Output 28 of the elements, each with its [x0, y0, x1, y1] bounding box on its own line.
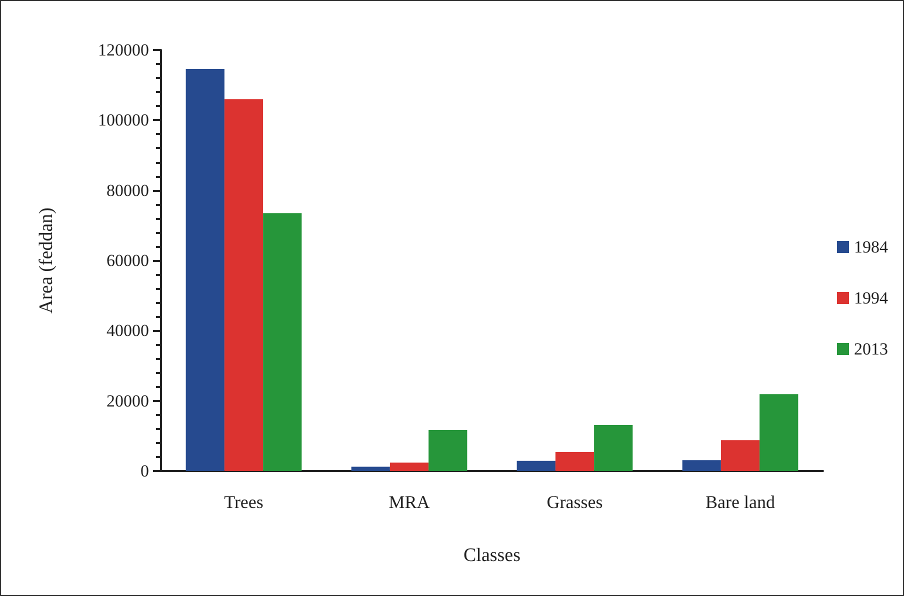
x-tick-label: Grasses: [546, 492, 603, 512]
legend-label: 1994: [854, 288, 888, 308]
bar: [555, 452, 594, 471]
x-tick-label: MRA: [388, 492, 430, 512]
x-axis-title: Classes: [464, 545, 520, 566]
y-tick-label: 80000: [106, 180, 149, 200]
y-tick-label: 0: [140, 462, 149, 480]
x-tick-label: Bare land: [706, 492, 775, 512]
y-axis-title: Area (feddan): [36, 207, 57, 314]
x-tick-label: Trees: [224, 492, 264, 512]
y-tick-label: 20000: [106, 391, 149, 410]
bar: [720, 440, 760, 471]
legend-label: 1984: [854, 238, 888, 256]
y-tick-label: 40000: [106, 321, 149, 340]
bar: [760, 394, 798, 471]
bar: [682, 460, 721, 471]
bar: [390, 462, 429, 471]
bar: [186, 68, 224, 471]
bar: [224, 99, 264, 471]
bar: [516, 460, 556, 471]
bar: [351, 466, 390, 471]
bar: [594, 425, 633, 471]
legend-label: 2013: [854, 340, 888, 358]
y-tick-label: 100000: [98, 110, 149, 130]
bar: [428, 430, 468, 471]
y-tick-label: 120000: [98, 40, 149, 60]
y-tick-label: 60000: [106, 251, 149, 270]
bar: [263, 213, 302, 471]
